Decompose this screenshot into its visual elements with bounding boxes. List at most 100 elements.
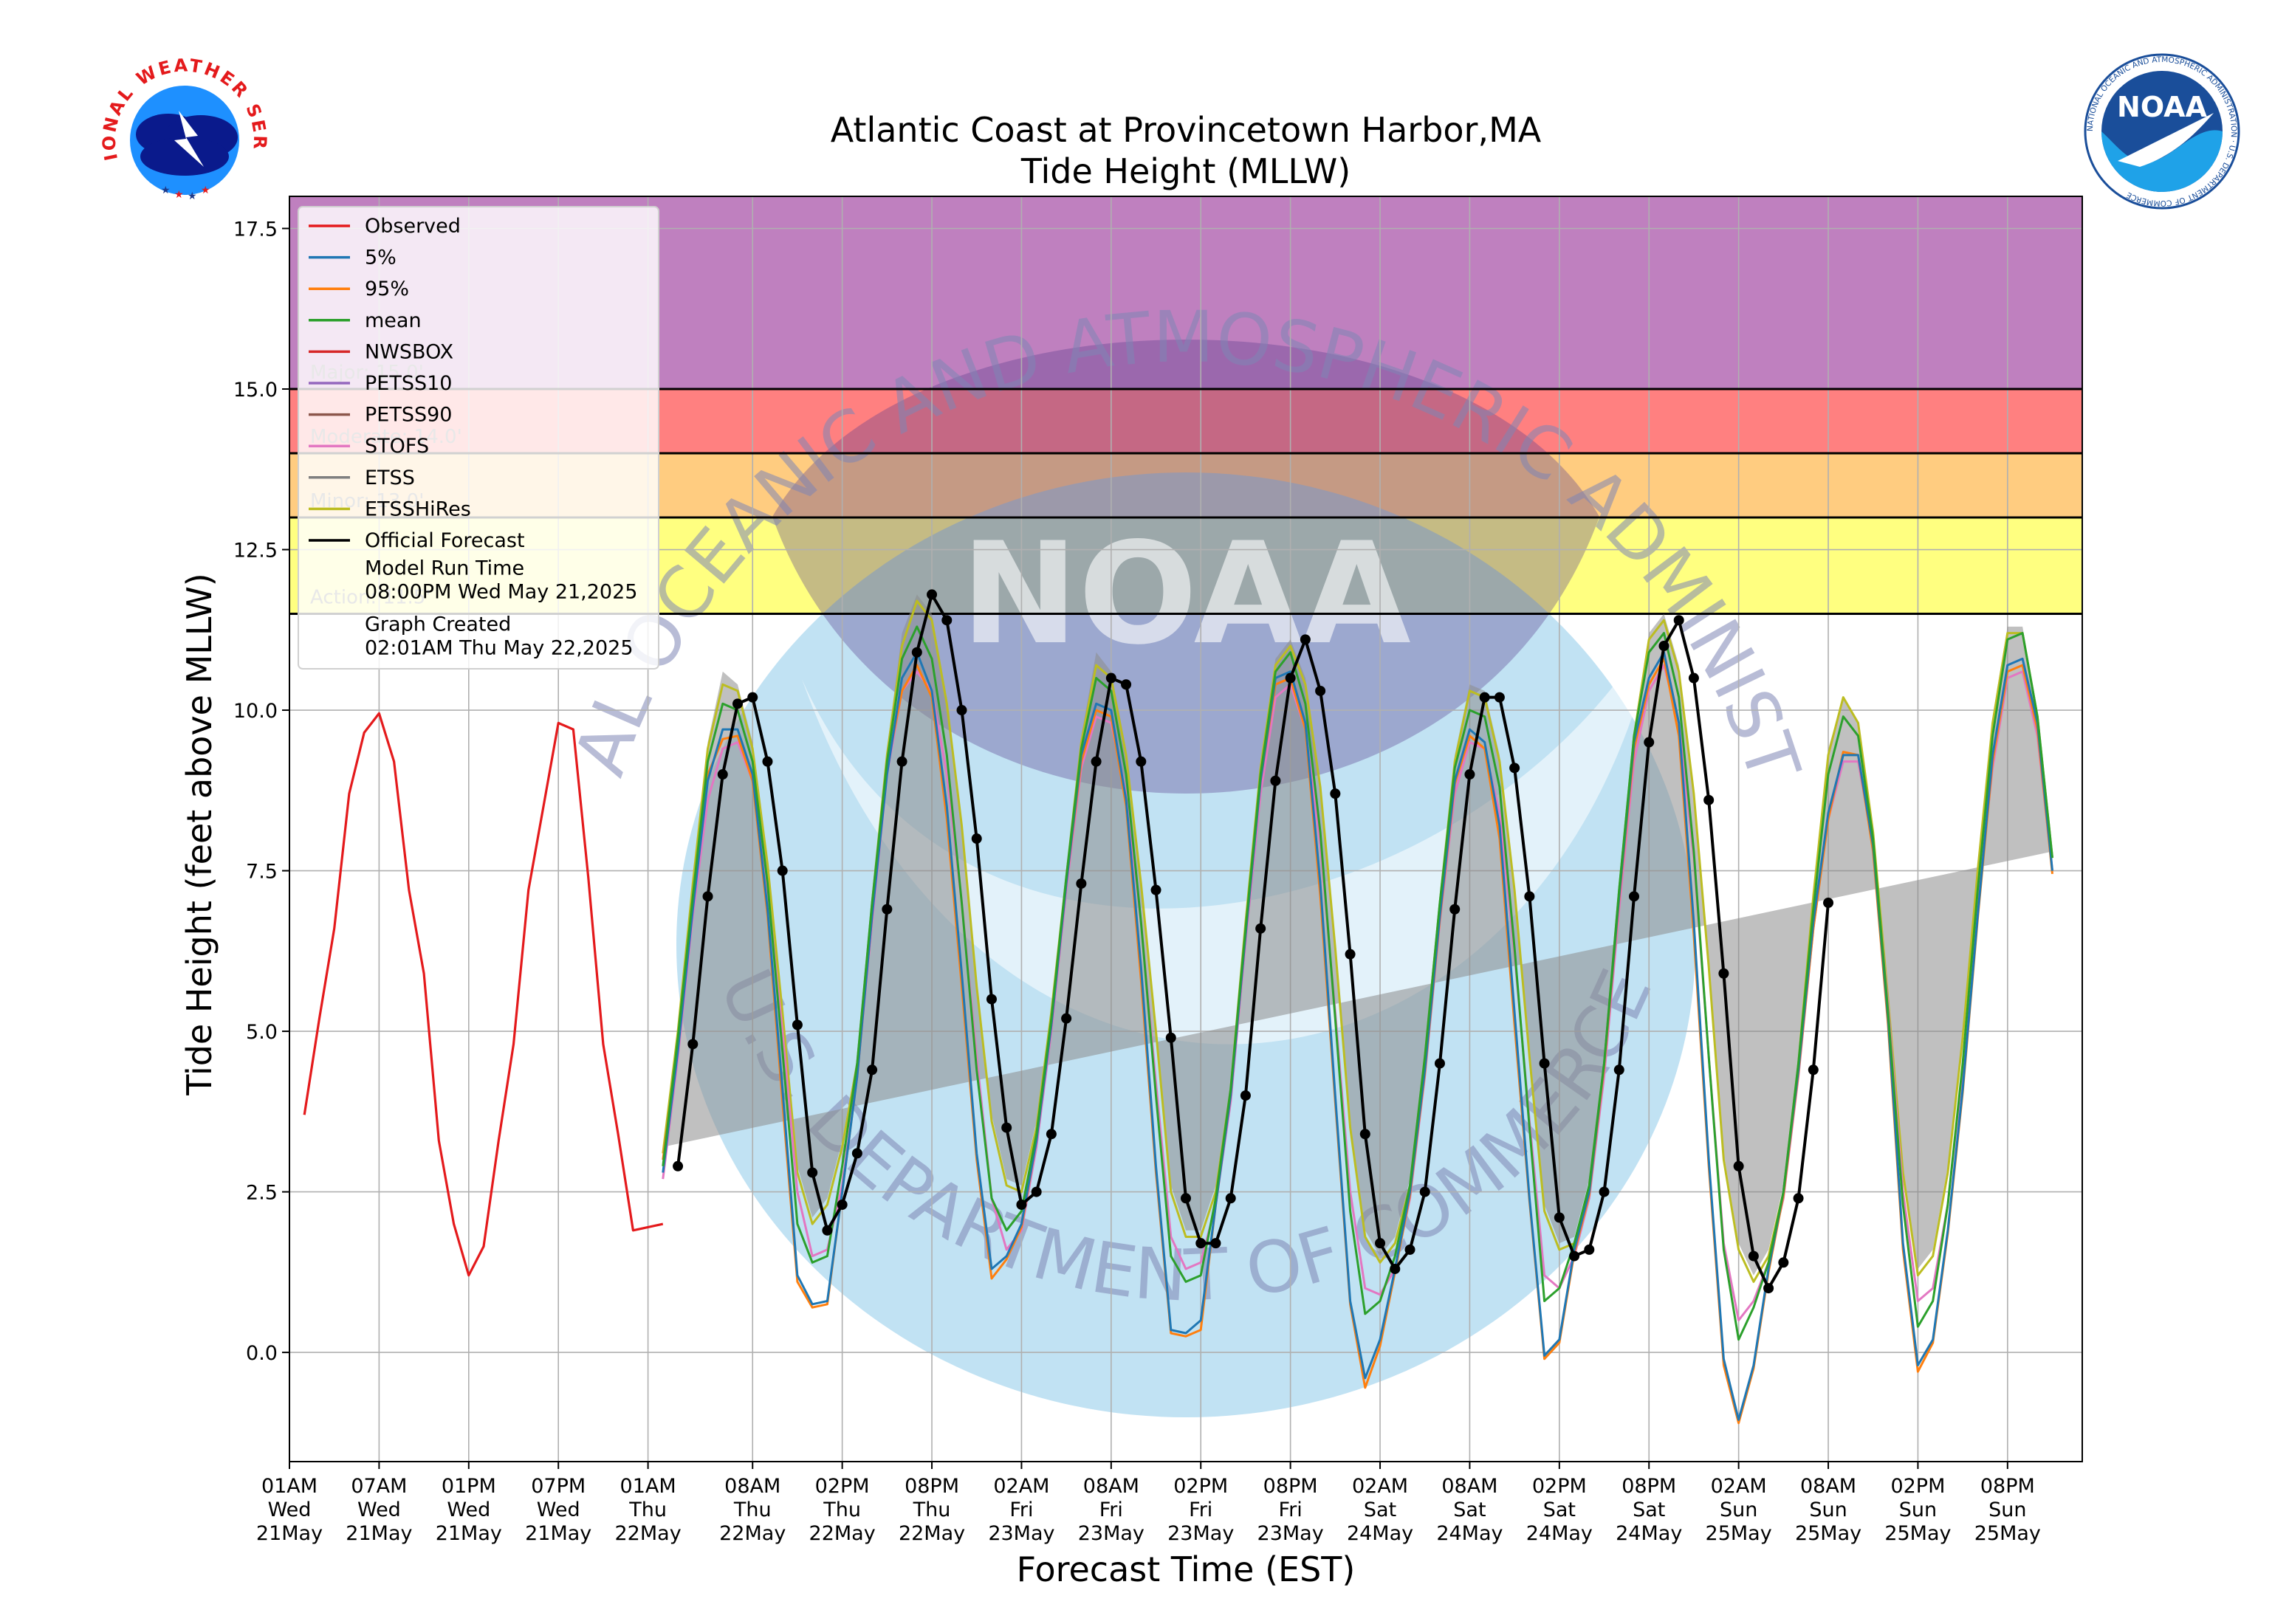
official-forecast-point <box>1105 672 1116 684</box>
official-forecast-point <box>717 769 728 780</box>
official-forecast-point <box>1210 1238 1221 1249</box>
official-forecast-point <box>1016 1199 1027 1210</box>
official-forecast-point <box>927 589 938 600</box>
official-forecast-point <box>732 698 743 709</box>
official-forecast-point <box>1569 1250 1580 1262</box>
official-forecast-point <box>1181 1193 1191 1204</box>
x-tick-label: Wed <box>447 1499 490 1521</box>
x-tick-label: 01AM <box>620 1475 676 1498</box>
x-tick-label: 25May <box>1884 1522 1951 1545</box>
x-tick-label: Sun <box>1899 1499 1937 1521</box>
x-tick-label: 21May <box>436 1522 502 1545</box>
official-forecast-point <box>941 615 953 626</box>
official-forecast-point <box>1778 1257 1789 1268</box>
x-tick-label: 24May <box>1526 1522 1593 1545</box>
legend-label: ETSSHiRes <box>365 498 471 520</box>
x-tick-label: Fri <box>1189 1499 1212 1521</box>
official-forecast-point <box>1404 1244 1415 1255</box>
official-forecast-point <box>837 1199 848 1210</box>
noaa-logo-text: NOAA <box>2117 91 2207 123</box>
x-axis-label: Forecast Time (EST) <box>1017 1549 1356 1589</box>
y-tick-label: 10.0 <box>233 700 278 723</box>
official-forecast-point <box>1091 756 1102 767</box>
x-tick-label: 02AM <box>1711 1475 1767 1498</box>
legend-label: STOFS <box>365 435 429 458</box>
x-tick-label: 02PM <box>1532 1475 1587 1498</box>
x-tick-label: 01AM <box>261 1475 318 1498</box>
x-tick-label: Sat <box>1633 1499 1665 1521</box>
x-tick-label: 02AM <box>1352 1475 1408 1498</box>
x-tick-label: 01PM <box>442 1475 496 1498</box>
legend-info-value: 08:00PM Wed May 21,2025 <box>365 581 637 604</box>
official-forecast-point <box>1165 1032 1176 1043</box>
legend-label: 5% <box>365 247 397 269</box>
x-tick-label: Thu <box>823 1499 861 1521</box>
official-forecast-point <box>1255 923 1266 934</box>
series-line-5pct <box>662 651 2053 1421</box>
legend-label: PETSS90 <box>365 404 452 427</box>
x-tick-label: 07PM <box>531 1475 586 1498</box>
official-forecast-point <box>1345 949 1356 960</box>
official-forecast-point <box>1419 1186 1430 1197</box>
x-tick-label: Sun <box>1720 1499 1757 1521</box>
official-forecast-point <box>762 756 773 767</box>
official-forecast-point <box>777 865 788 876</box>
official-forecast-line <box>676 593 1830 1290</box>
x-tick-label: 21May <box>346 1522 412 1545</box>
official-forecast-point <box>673 1160 684 1171</box>
official-forecast-point <box>1748 1250 1759 1262</box>
x-tick-label: 08PM <box>905 1475 959 1498</box>
official-forecast-point <box>1330 788 1341 799</box>
y-tick-label: 7.5 <box>246 861 278 884</box>
official-forecast-point <box>1793 1193 1804 1204</box>
official-forecast-point <box>1434 1058 1445 1069</box>
chart-title-line1: Atlantic Coast at Provincetown Harbor,MA <box>831 110 1542 150</box>
x-tick-label: 02PM <box>1890 1475 1945 1498</box>
x-tick-label: 24May <box>1347 1522 1413 1545</box>
x-tick-label: 08AM <box>1800 1475 1856 1498</box>
official-forecast-point <box>1554 1212 1565 1223</box>
official-forecast-point <box>1539 1058 1550 1069</box>
x-tick-label: 22May <box>615 1522 682 1545</box>
x-tick-label: 22May <box>899 1522 965 1545</box>
official-forecast-point <box>1390 1263 1401 1274</box>
x-tick-label: 24May <box>1436 1522 1503 1545</box>
x-tick-label: 02PM <box>815 1475 870 1498</box>
official-forecast-point <box>1718 968 1729 979</box>
official-forecast-point <box>1509 763 1520 774</box>
official-forecast-point <box>1225 1193 1236 1204</box>
legend-box <box>298 206 659 670</box>
x-tick-label: 08PM <box>1621 1475 1676 1498</box>
y-axis-label: Tide Height (feet above MLLW) <box>179 573 219 1096</box>
legend-label: Observed <box>365 215 461 238</box>
official-forecast-point <box>1375 1238 1386 1249</box>
star-icon: ★ <box>188 190 197 202</box>
x-tick-label: Sun <box>1809 1499 1847 1521</box>
official-forecast-point <box>1763 1283 1774 1294</box>
x-tick-label: Thu <box>733 1499 772 1521</box>
star-icon: ★ <box>174 189 184 201</box>
official-forecast-point <box>1270 775 1281 786</box>
official-forecast-point <box>971 833 982 844</box>
legend-label: mean <box>365 309 422 332</box>
x-tick-label: 02AM <box>993 1475 1049 1498</box>
x-tick-label: Sat <box>1543 1499 1576 1521</box>
x-tick-label: 08PM <box>1980 1475 2035 1498</box>
watermark-center-text: NOAA <box>961 512 1411 675</box>
official-forecast-point <box>792 1019 803 1031</box>
x-tick-label: 07AM <box>351 1475 407 1498</box>
x-tick-label: Sat <box>1364 1499 1396 1521</box>
official-forecast-point <box>1524 891 1535 902</box>
legend-info-value: 02:01AM Thu May 22,2025 <box>365 637 634 660</box>
x-tick-label: Wed <box>357 1499 401 1521</box>
official-forecast-point <box>1031 1186 1042 1197</box>
x-tick-label: Fri <box>1279 1499 1303 1521</box>
ensemble-envelope <box>662 594 2053 1276</box>
legend: Observed 5% 95% mean NWSBOX PETSS10 PETSS90 STO… <box>298 206 659 670</box>
nws-logo: NATIONAL WEATHER SERVICE ★ ★ ★ ★ <box>99 55 268 223</box>
x-tick-label: 08AM <box>1441 1475 1497 1498</box>
official-forecast-point <box>1359 1129 1370 1140</box>
series-line-etsshires <box>662 599 2053 1283</box>
official-forecast-point <box>1658 641 1669 652</box>
